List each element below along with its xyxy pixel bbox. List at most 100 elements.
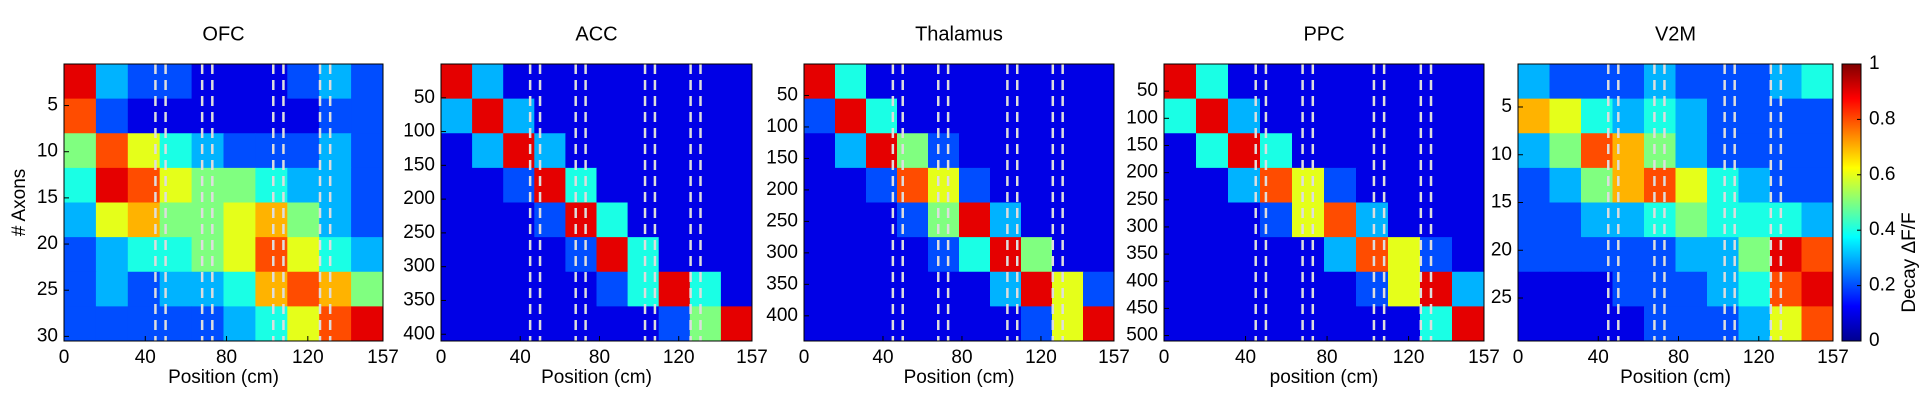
heatmap-cell [565, 237, 597, 273]
heatmap-cell [223, 237, 256, 273]
colorbar-tick-label: 0 [1869, 330, 1880, 351]
x-tick-label: 0 [436, 347, 447, 368]
heatmap-cell [835, 237, 867, 273]
heatmap-cell [928, 133, 960, 169]
y-tick-label: 50 [1137, 80, 1158, 101]
heatmap-cell [1164, 98, 1197, 134]
x-tick-label: 157 [736, 347, 768, 368]
heatmap-cell [1644, 202, 1676, 238]
plot-frame [803, 63, 1115, 342]
heatmap-cell [720, 98, 753, 134]
heatmap-cell [64, 98, 97, 134]
heatmap-cell [95, 271, 129, 307]
heatmap-cell [720, 237, 753, 273]
heatmap-cell [565, 271, 597, 307]
heatmap-cell [804, 133, 836, 169]
x-tick-label: 40 [1588, 347, 1609, 368]
heatmap-cell [596, 167, 629, 203]
heatmap-cell [835, 306, 867, 342]
heatmap-cell [928, 167, 960, 203]
heatmap-cell [1196, 133, 1229, 169]
heatmap-cell [1518, 237, 1550, 273]
y-tick-label: 400 [403, 323, 435, 344]
heatmap-cell [835, 167, 867, 203]
heatmap-cell [472, 237, 504, 273]
heatmap-cell [1196, 98, 1229, 134]
panel-title: OFC [202, 23, 244, 45]
heatmap-cell [1196, 271, 1229, 307]
y-tick-label: 50 [777, 84, 798, 105]
heatmap-cell [658, 306, 691, 342]
heatmap-cell [835, 98, 867, 134]
heatmap-cell [1420, 167, 1453, 203]
heatmap-cell [1549, 271, 1582, 307]
heatmap-cell [1021, 98, 1053, 134]
heatmap-cell [928, 237, 960, 273]
heatmap-cell [959, 306, 991, 342]
heatmap-cell [1770, 306, 1802, 342]
heatmap-cell [1518, 306, 1550, 342]
heatmap-cell [441, 133, 473, 169]
heatmap-cell [287, 167, 320, 203]
heatmap-cell [658, 133, 691, 169]
y-tick-label: 15 [1491, 192, 1512, 213]
heatmap-cell [1549, 237, 1582, 273]
heatmap-cell [351, 271, 384, 307]
heatmap-cell [596, 98, 629, 134]
heatmap-cell [658, 271, 691, 307]
y-tick-label: 150 [1126, 134, 1158, 155]
heatmap-cell [1770, 271, 1802, 307]
heatmap-cell [1164, 271, 1197, 307]
colorbar-tick-label: 0.6 [1869, 164, 1895, 185]
heatmap-cell [689, 98, 722, 134]
heatmap-cell [1644, 167, 1676, 203]
heatmap-cell [223, 98, 256, 134]
heatmap-cell [1083, 306, 1115, 342]
heatmap-cell [64, 271, 97, 307]
heatmap-cell [565, 98, 597, 134]
heatmap-cell [1388, 133, 1421, 169]
heatmap-cell [1021, 64, 1053, 100]
heatmap-cell [959, 64, 991, 100]
heatmap-cell [1420, 202, 1453, 238]
heatmap-cell [1549, 133, 1582, 169]
x-tick-label: 0 [799, 347, 810, 368]
heatmap-cell [441, 306, 473, 342]
heatmap-cell [1021, 306, 1053, 342]
heatmap-cell [1324, 64, 1357, 100]
heatmap-cell [287, 237, 320, 273]
heatmap-cell [319, 167, 352, 203]
heatmap-cell [472, 306, 504, 342]
heatmap-cell [1420, 306, 1453, 342]
heatmap-cell [1518, 167, 1550, 203]
heatmap-cell [1549, 64, 1582, 100]
y-tick-label: 350 [1126, 243, 1158, 264]
y-tick-label: 250 [403, 222, 435, 243]
heatmap-cell [928, 64, 960, 100]
heatmap-cell [565, 133, 597, 169]
heatmap-cell [565, 306, 597, 342]
x-tick-label: 157 [367, 347, 399, 368]
plot-frame [1163, 63, 1485, 342]
heatmap-cell [596, 237, 629, 273]
heatmap-cell [1801, 98, 1834, 134]
heatmap-cell [1452, 202, 1485, 238]
heatmap-cell [1083, 167, 1115, 203]
heatmap-cell [1021, 237, 1053, 273]
heatmap-cell [1675, 98, 1708, 134]
heatmap-cell [1738, 64, 1771, 100]
heatmap-cell [1549, 306, 1582, 342]
heatmap-cell [64, 64, 97, 100]
heatmap-cell [1052, 306, 1084, 342]
heatmap-cell [1292, 167, 1325, 203]
x-tick-label: 157 [1817, 347, 1849, 368]
heatmap-cell [191, 98, 224, 134]
heatmap-cell [1324, 306, 1357, 342]
heatmap-cell [804, 237, 836, 273]
heatmap-cell [959, 271, 991, 307]
heatmap-cell [1644, 306, 1676, 342]
heatmap-cell [1052, 271, 1084, 307]
heatmap-cell [1549, 98, 1582, 134]
heatmap-cell [658, 237, 691, 273]
panel-title: PPC [1303, 23, 1344, 45]
